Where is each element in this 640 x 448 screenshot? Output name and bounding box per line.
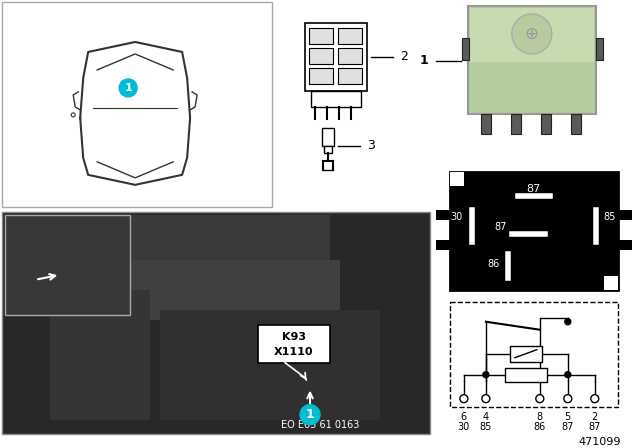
Text: ⊕: ⊕ — [525, 25, 539, 43]
Bar — [511, 114, 521, 134]
Bar — [618, 210, 632, 220]
Circle shape — [119, 79, 137, 97]
Text: 30: 30 — [458, 422, 470, 431]
Text: 87: 87 — [527, 184, 541, 194]
Bar — [436, 210, 450, 220]
Text: 87: 87 — [562, 422, 574, 431]
Text: 5: 5 — [564, 412, 571, 422]
Bar — [470, 8, 594, 62]
Bar — [618, 240, 632, 250]
Circle shape — [591, 395, 599, 403]
Bar — [596, 38, 603, 60]
Text: 2: 2 — [591, 412, 598, 422]
Circle shape — [564, 319, 571, 325]
Bar — [338, 48, 362, 64]
Circle shape — [300, 405, 320, 425]
Text: 4: 4 — [483, 412, 489, 422]
Text: 87: 87 — [495, 222, 507, 232]
Text: X1110: X1110 — [275, 347, 314, 357]
Bar — [541, 114, 551, 134]
Circle shape — [483, 372, 489, 378]
Text: 85: 85 — [604, 212, 616, 222]
Bar — [50, 290, 150, 420]
Text: 1: 1 — [306, 408, 314, 421]
Bar — [505, 368, 547, 382]
Bar — [468, 6, 596, 114]
Bar — [462, 38, 469, 60]
Text: K93: K93 — [282, 332, 306, 342]
Circle shape — [536, 395, 544, 403]
Bar — [309, 28, 333, 44]
Bar — [309, 68, 333, 84]
Bar — [3, 212, 430, 434]
Bar — [604, 276, 618, 290]
Circle shape — [482, 395, 490, 403]
Bar — [5, 215, 130, 315]
Text: 2: 2 — [400, 51, 408, 64]
Text: 86: 86 — [534, 422, 546, 431]
Text: EO E65 61 0163: EO E65 61 0163 — [281, 420, 359, 430]
Text: 471099: 471099 — [579, 437, 621, 447]
Bar — [450, 302, 618, 407]
Text: 8: 8 — [537, 412, 543, 422]
Bar — [3, 2, 272, 207]
Text: 85: 85 — [479, 422, 492, 431]
Bar — [510, 346, 542, 362]
Circle shape — [460, 395, 468, 403]
Text: 6: 6 — [461, 412, 467, 422]
Bar — [130, 215, 330, 295]
Circle shape — [564, 395, 572, 403]
Circle shape — [512, 14, 552, 54]
Bar — [322, 128, 334, 146]
Text: 1: 1 — [419, 55, 428, 68]
Bar — [571, 114, 580, 134]
Bar — [305, 23, 367, 91]
Text: 30: 30 — [451, 212, 463, 222]
Bar — [258, 325, 330, 363]
Bar — [309, 48, 333, 64]
Bar — [324, 146, 332, 153]
Text: 86: 86 — [488, 259, 500, 269]
Bar — [160, 310, 380, 420]
Bar — [80, 260, 340, 320]
Text: 1: 1 — [124, 83, 132, 93]
Text: 87: 87 — [589, 422, 601, 431]
Text: 3: 3 — [367, 139, 375, 152]
Bar — [338, 68, 362, 84]
Bar — [338, 28, 362, 44]
Bar — [450, 172, 618, 290]
Bar — [436, 240, 450, 250]
Bar — [450, 172, 464, 186]
Bar — [481, 114, 491, 134]
Circle shape — [564, 372, 571, 378]
Bar — [311, 91, 361, 107]
